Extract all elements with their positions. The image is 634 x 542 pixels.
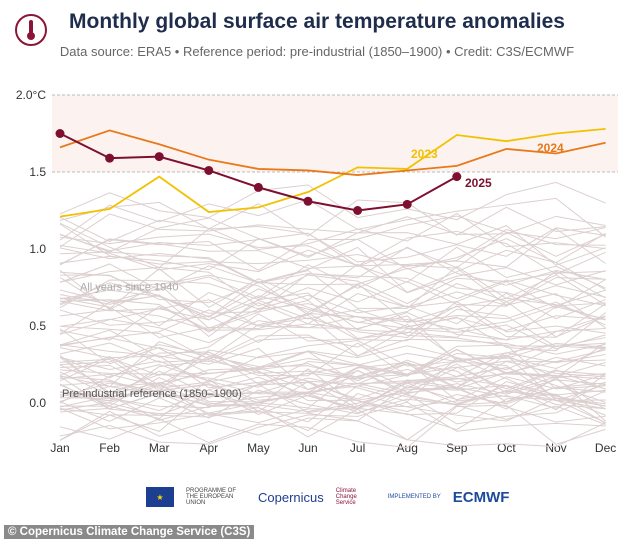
partner-logos: ★ PROGRAMME OF THE EUROPEAN UNION Copern… [146,487,509,507]
x-tick-label: Jan [50,441,69,455]
background-year-line [59,323,606,365]
background-year-line [59,337,606,375]
background-year-line [59,267,606,307]
background-year-line [59,340,606,382]
background-year-line [59,349,606,393]
background-year-line [59,292,606,327]
background-year-line [59,181,606,221]
background-year-line [59,379,606,424]
background-year-line [59,404,606,441]
background-year-line [59,230,606,275]
background-year-line [59,355,606,390]
data-point-2025 [55,129,65,138]
background-year-line [59,282,606,324]
background-year-line [59,292,606,338]
background-year-line [59,283,606,329]
reference-annotation: Pre-industrial reference (1850–1900) [62,388,242,400]
data-point-2025 [253,182,263,192]
background-year-line [59,295,606,335]
series-line-2023 [59,127,606,218]
background-year-line [59,197,606,241]
background-year-line [59,309,606,341]
background-year-line [59,344,606,391]
c3s-logo: Climate Change Service [335,488,357,506]
copernicus-logo: Copernicus [258,489,324,505]
background-year-line [59,312,606,358]
background-year-line [59,406,606,448]
implemented-by-label: IMPLEMENTED BY [387,494,441,500]
data-point-2025 [452,172,462,182]
chart-subtitle: Data source: ERA5 • Reference period: pr… [59,44,575,59]
x-tick-label: Jun [298,441,317,455]
y-tick-label: 2.0°C [16,88,46,102]
background-year-line [59,299,606,338]
background-year-line [59,215,606,257]
y-tick-label: 1.5 [29,165,46,179]
background-year-line [59,199,606,237]
background-year-line [59,246,606,286]
data-point-2025 [353,206,363,215]
x-tick-label: Apr [199,441,218,455]
all-years-annotation: All years since 1940 [80,282,178,294]
background-year-line [59,381,606,416]
background-year-line [59,270,606,309]
eu-label: PROGRAMME OF THE EUROPEAN UNION [186,488,237,506]
data-point-2025 [204,165,214,175]
data-point-2025 [105,153,115,163]
y-tick-label: 0.0 [29,396,46,410]
x-tick-label: May [247,441,270,455]
background-year-line [59,228,606,268]
background-year-line [59,263,606,310]
x-tick-label: Jul [350,441,365,455]
x-tick-label: Oct [497,441,516,455]
background-year-line [59,299,606,341]
c3s-thermometer-logo-icon [14,13,48,52]
background-year-line [59,343,606,389]
above-1.5-band [52,95,618,172]
data-point-2025 [303,196,313,206]
series-label-2024: 2024 [537,141,564,155]
data-point-2025 [402,199,412,209]
ecmwf-logo: ECMWF [452,488,510,506]
x-tick-label: Feb [99,441,120,455]
background-year-line [59,344,606,375]
background-year-line [59,401,606,445]
series-line-2024 [59,129,606,176]
y-tick-label: 1.0 [29,242,46,256]
background-year-line [59,266,606,307]
background-year-line [59,357,606,394]
x-tick-label: Sep [446,441,468,455]
background-year-line [59,324,606,363]
series-label-2023: 2023 [411,147,438,161]
series-label-2025: 2025 [465,176,492,190]
background-year-line [59,223,606,267]
background-year-line [59,348,606,379]
x-tick-label: Dec [595,441,616,455]
background-year-line [59,231,606,269]
background-year-line [59,349,606,392]
background-year-line [59,315,606,362]
background-year-line [59,376,606,422]
x-tick-label: Mar [149,441,170,455]
image-credit: © Copernicus Climate Change Service (C3S… [4,525,255,539]
chart-title: Monthly global surface air temperature a… [69,10,565,33]
background-year-line [59,212,606,250]
background-year-line [59,246,606,293]
background-year-line [59,291,606,333]
y-tick-label: 0.5 [29,319,46,333]
data-point-2025 [154,152,164,162]
background-year-line [59,373,606,412]
background-year-line [59,404,606,449]
background-year-line [59,213,606,248]
eu-flag-icon: ★ [146,487,174,507]
